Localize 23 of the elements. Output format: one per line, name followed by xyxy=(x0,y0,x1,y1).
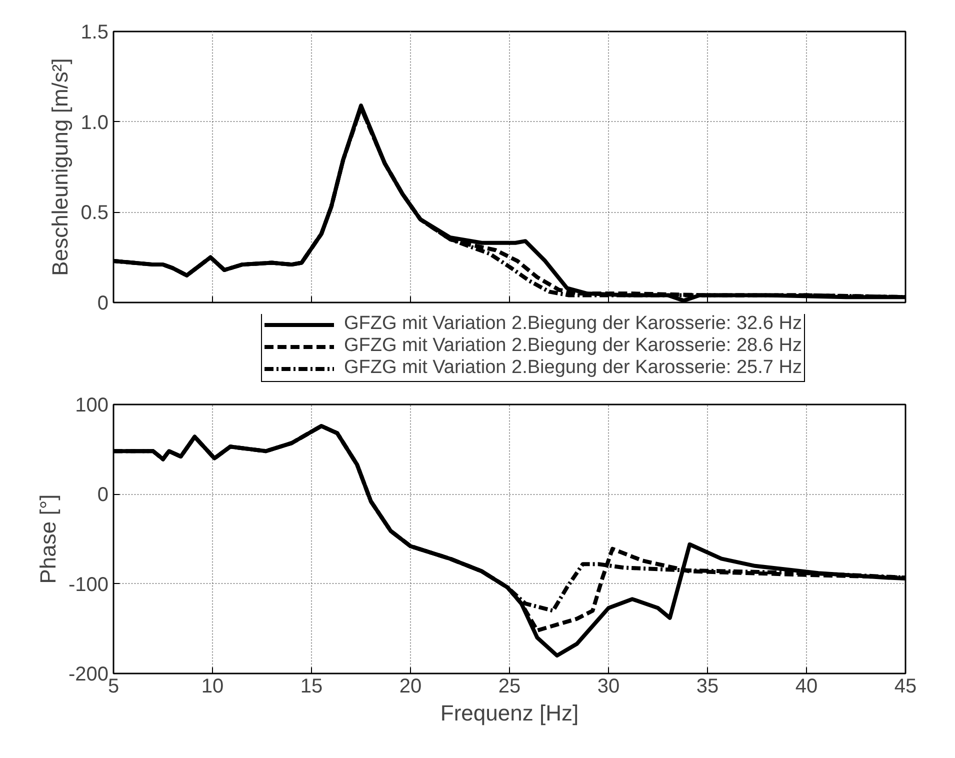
y-tick-label: 100 xyxy=(75,394,109,416)
legend-label: GFZG mit Variation 2.Biegung der Karosserie: 25.7 Hz xyxy=(344,357,802,379)
legend-label: GFZG mit Variation 2.Biegung der Karosserie: 32.6 Hz xyxy=(344,313,802,335)
y-tick-label: 0.5 xyxy=(80,202,109,224)
x-tick-label: 15 xyxy=(300,676,323,698)
x-tick-label: 45 xyxy=(894,676,917,698)
y-axis-title: Beschleunigung [m/s²] xyxy=(48,58,73,276)
x-tick-label: 5 xyxy=(108,676,120,698)
x-tick-label: 20 xyxy=(399,676,422,698)
legend-label: GFZG mit Variation 2.Biegung der Karosserie: 28.6 Hz xyxy=(344,335,802,357)
x-tick-label: 35 xyxy=(696,676,719,698)
x-tick-label: 30 xyxy=(597,676,620,698)
x-tick-label: 40 xyxy=(795,676,818,698)
x-axis-title: Frequenz [Hz] xyxy=(440,700,579,726)
y-tick-label: -100 xyxy=(68,574,108,596)
y-tick-label: 1.0 xyxy=(80,112,109,134)
x-tick-label: 25 xyxy=(498,676,521,698)
y-tick-label: 0 xyxy=(97,292,108,314)
y-tick-label: -200 xyxy=(68,664,108,686)
y-axis-title: Phase [°] xyxy=(35,494,60,584)
x-tick-label: 10 xyxy=(201,676,224,698)
y-tick-label: 0 xyxy=(97,484,108,506)
y-tick-label: 1.5 xyxy=(80,22,109,44)
